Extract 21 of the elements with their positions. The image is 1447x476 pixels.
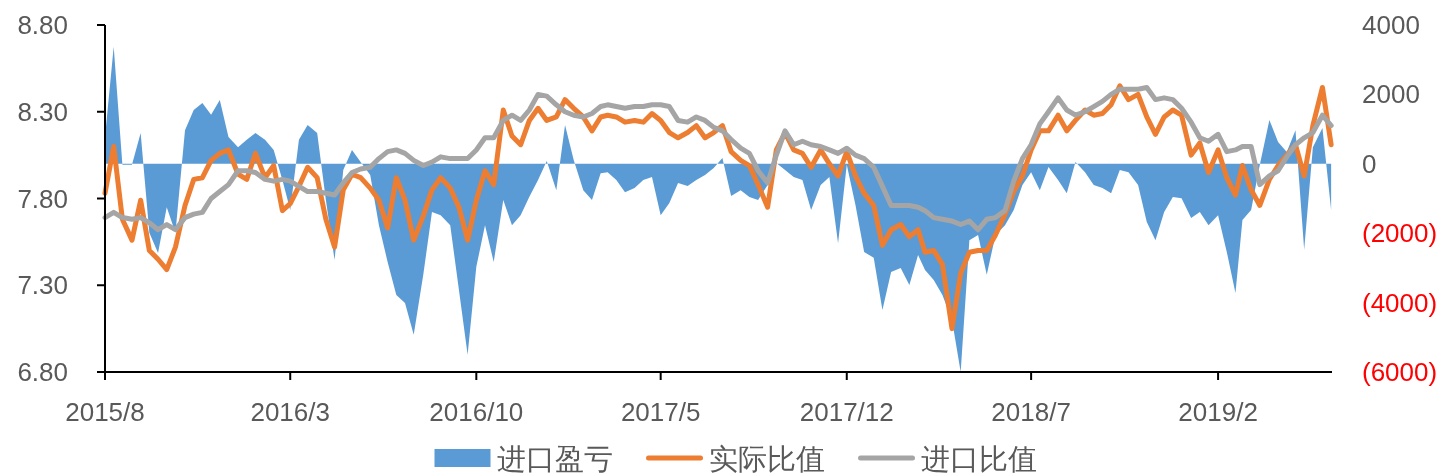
y2-tick-label: (4000) (1362, 287, 1438, 318)
x-tick-label: 2019/2 (1178, 397, 1258, 427)
legend-label: 进口比值 (920, 443, 1037, 475)
y2-tick-label: (2000) (1362, 218, 1438, 249)
y2-tick-label: (6000) (1362, 357, 1438, 387)
y-tick-label: 6.80 (17, 357, 68, 387)
y2-tick-label: 2000 (1362, 79, 1420, 110)
x-tick-label: 2015/8 (65, 397, 145, 427)
y2-tick-label: 0 (1362, 148, 1377, 179)
x-tick-label: 2018/7 (991, 397, 1071, 427)
x-tick-label: 2017/5 (620, 397, 701, 427)
legend-label: 实际比值 (708, 443, 825, 475)
y-tick-label: 8.30 (17, 96, 68, 127)
x-tick-label: 2017/12 (799, 397, 894, 427)
x-tick-label: 2016/10 (429, 397, 524, 427)
y-tick-label: 8.80 (17, 10, 68, 40)
x-tick-label: 2016/3 (250, 397, 330, 427)
y2-tick-label: 4000 (1362, 10, 1420, 40)
y-tick-label: 7.80 (17, 183, 68, 214)
legend-label: 进口盈亏 (496, 443, 613, 475)
y-tick-label: 7.30 (17, 270, 68, 301)
